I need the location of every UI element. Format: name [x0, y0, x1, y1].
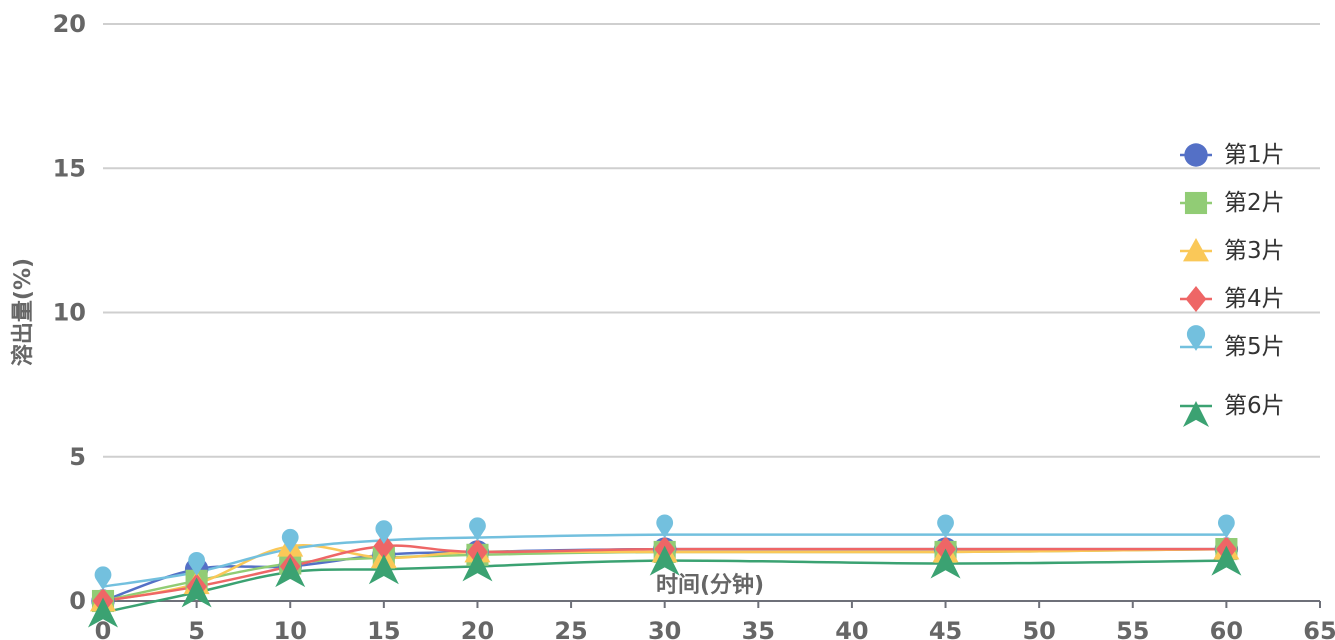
legend-label-4: 第4片	[1224, 286, 1285, 312]
data-point-series-6	[930, 548, 961, 579]
x-tick-label: 10	[274, 617, 307, 640]
x-tick-label: 65	[1303, 617, 1335, 640]
y-axis-title: 溶出量(%)	[10, 258, 36, 366]
grid-lines	[103, 23, 1320, 458]
data-point-series-6	[462, 551, 493, 582]
data-point-series-5	[188, 551, 206, 576]
legend-marker-4	[1185, 286, 1207, 312]
series-line-6	[102, 559, 1227, 614]
legend-marker-5	[1186, 325, 1206, 351]
legend-marker-2	[1184, 191, 1208, 215]
x-tick-label: 5	[188, 617, 205, 640]
data-point-series-6	[368, 554, 399, 585]
y-tick-label: 10	[53, 299, 86, 327]
x-tick-label: 45	[929, 617, 962, 640]
y-tick-label: 0	[69, 587, 86, 615]
legend-marker-3	[1183, 238, 1209, 262]
legend-marker-1	[1184, 143, 1208, 167]
legend-label-5: 第5片	[1224, 334, 1285, 360]
data-point-series-6	[275, 557, 306, 588]
series-lines	[102, 533, 1227, 614]
data-point-series-5	[656, 514, 674, 539]
data-point-series-5	[375, 520, 393, 545]
x-tick-label: 60	[1210, 617, 1243, 640]
x-tick-label: 25	[554, 617, 587, 640]
x-axis-title: 时间(分钟)	[656, 572, 764, 598]
x-tick-label: 40	[835, 617, 868, 640]
y-tick-label: 5	[69, 443, 86, 471]
x-axis: 0 5 10 15 20 25 30 35 40 45 50 55 60 65	[95, 600, 1335, 640]
data-point-series-5	[281, 528, 299, 553]
x-tick-label: 20	[461, 617, 494, 640]
data-point-series-5	[937, 514, 954, 539]
x-tick-label: 55	[1116, 617, 1149, 640]
x-tick-label: 35	[742, 617, 775, 640]
y-axis-ticks: 0 5 10 15 20	[53, 10, 86, 615]
data-point-series-5	[1217, 514, 1235, 539]
legend-marker-6	[1183, 401, 1209, 427]
legend-label-2: 第2片	[1224, 190, 1285, 216]
data-point-series-6	[1211, 545, 1242, 576]
data-point-series-6	[181, 577, 212, 608]
legend-label-6: 第6片	[1224, 393, 1285, 419]
data-point-series-6	[88, 597, 118, 628]
series-points	[88, 514, 1242, 628]
data-point-series-4	[373, 533, 395, 560]
data-point-series-5	[94, 566, 112, 591]
y-tick-label: 15	[53, 154, 86, 182]
series-line-4	[102, 544, 1227, 603]
data-point-series-6	[649, 545, 680, 576]
data-point-series-5	[469, 517, 486, 542]
x-tick-label: 0	[95, 617, 112, 640]
legend-label-3: 第3片	[1224, 238, 1285, 264]
x-tick-label: 30	[648, 617, 681, 640]
x-tick-label: 50	[1022, 617, 1055, 640]
y-tick-label: 20	[53, 10, 86, 38]
x-tick-label: 15	[367, 617, 400, 640]
legend-label-1: 第1片	[1224, 142, 1285, 168]
series-line-5	[102, 533, 1227, 588]
